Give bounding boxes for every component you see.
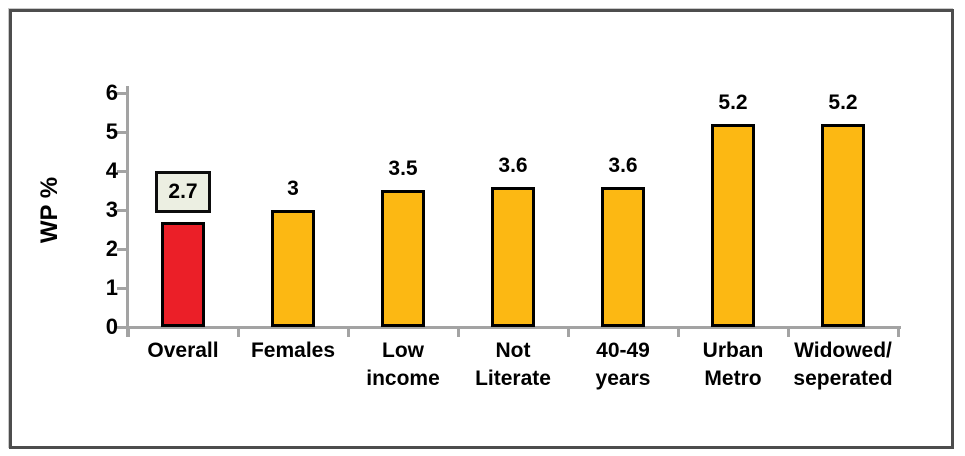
category-label: Not Literate bbox=[457, 337, 569, 393]
category-label: Females bbox=[237, 337, 349, 365]
category-label-line: seperated bbox=[793, 367, 893, 390]
bar bbox=[711, 124, 755, 327]
category-label-line: 40-49 bbox=[596, 339, 650, 362]
value-label: 5.2 bbox=[828, 91, 858, 114]
y-tick-label: 1 bbox=[105, 275, 118, 300]
x-tick-mark bbox=[897, 328, 900, 337]
x-tick-mark bbox=[677, 328, 680, 337]
y-tick-label: 6 bbox=[105, 80, 118, 105]
y-axis-line bbox=[126, 86, 129, 337]
y-tick-label: 4 bbox=[105, 158, 118, 183]
value-label: 3.5 bbox=[388, 157, 418, 180]
category-label: Urban Metro bbox=[677, 337, 789, 393]
bar bbox=[601, 187, 645, 327]
category-label: Overall bbox=[127, 337, 239, 365]
category-label: Low income bbox=[347, 337, 459, 393]
y-axis-title-text: WP % bbox=[36, 176, 64, 244]
category-label-line: Low bbox=[382, 339, 424, 362]
bar bbox=[491, 187, 535, 327]
category-label-line: Not bbox=[495, 339, 531, 362]
category-label-line: Metro bbox=[704, 367, 762, 390]
value-label-box: 2.7 bbox=[155, 171, 211, 213]
y-tick-mark bbox=[117, 131, 126, 134]
category-label-line: Urban bbox=[702, 339, 764, 362]
x-axis-line bbox=[125, 326, 901, 329]
category-label-line: Literate bbox=[475, 367, 551, 390]
value-label: 3 bbox=[287, 177, 299, 200]
value-label: 3.6 bbox=[608, 154, 638, 177]
x-tick-mark bbox=[787, 328, 790, 337]
category-label-line: Females bbox=[250, 339, 336, 362]
category-label-line: Overall bbox=[147, 339, 219, 362]
y-axis-title: WP % bbox=[30, 130, 70, 290]
bar bbox=[161, 222, 205, 327]
x-tick-mark bbox=[347, 328, 350, 337]
y-tick-mark bbox=[117, 209, 126, 212]
x-tick-mark bbox=[457, 328, 460, 337]
y-tick-mark bbox=[117, 170, 126, 173]
category-label: Widowed/seperated bbox=[787, 337, 899, 393]
y-tick-label: 3 bbox=[105, 197, 118, 222]
value-label: 3.6 bbox=[498, 154, 528, 177]
x-tick-mark bbox=[127, 328, 130, 337]
y-tick-label: 5 bbox=[105, 119, 118, 144]
y-tick-mark bbox=[117, 287, 126, 290]
y-tick-label: 2 bbox=[105, 236, 118, 261]
y-tick-mark bbox=[117, 92, 126, 95]
category-label-line: income bbox=[366, 367, 440, 390]
bar bbox=[271, 210, 315, 327]
y-tick-mark bbox=[117, 326, 126, 329]
category-label-line: Widowed/ bbox=[794, 339, 892, 362]
x-tick-mark bbox=[237, 328, 240, 337]
x-tick-mark bbox=[567, 328, 570, 337]
bar bbox=[381, 190, 425, 327]
category-label: 40-49 years bbox=[567, 337, 679, 393]
bar bbox=[821, 124, 865, 327]
y-tick-mark bbox=[117, 248, 126, 251]
y-tick-label: 0 bbox=[105, 314, 118, 339]
category-label-line: years bbox=[595, 367, 651, 390]
value-label: 5.2 bbox=[718, 91, 748, 114]
